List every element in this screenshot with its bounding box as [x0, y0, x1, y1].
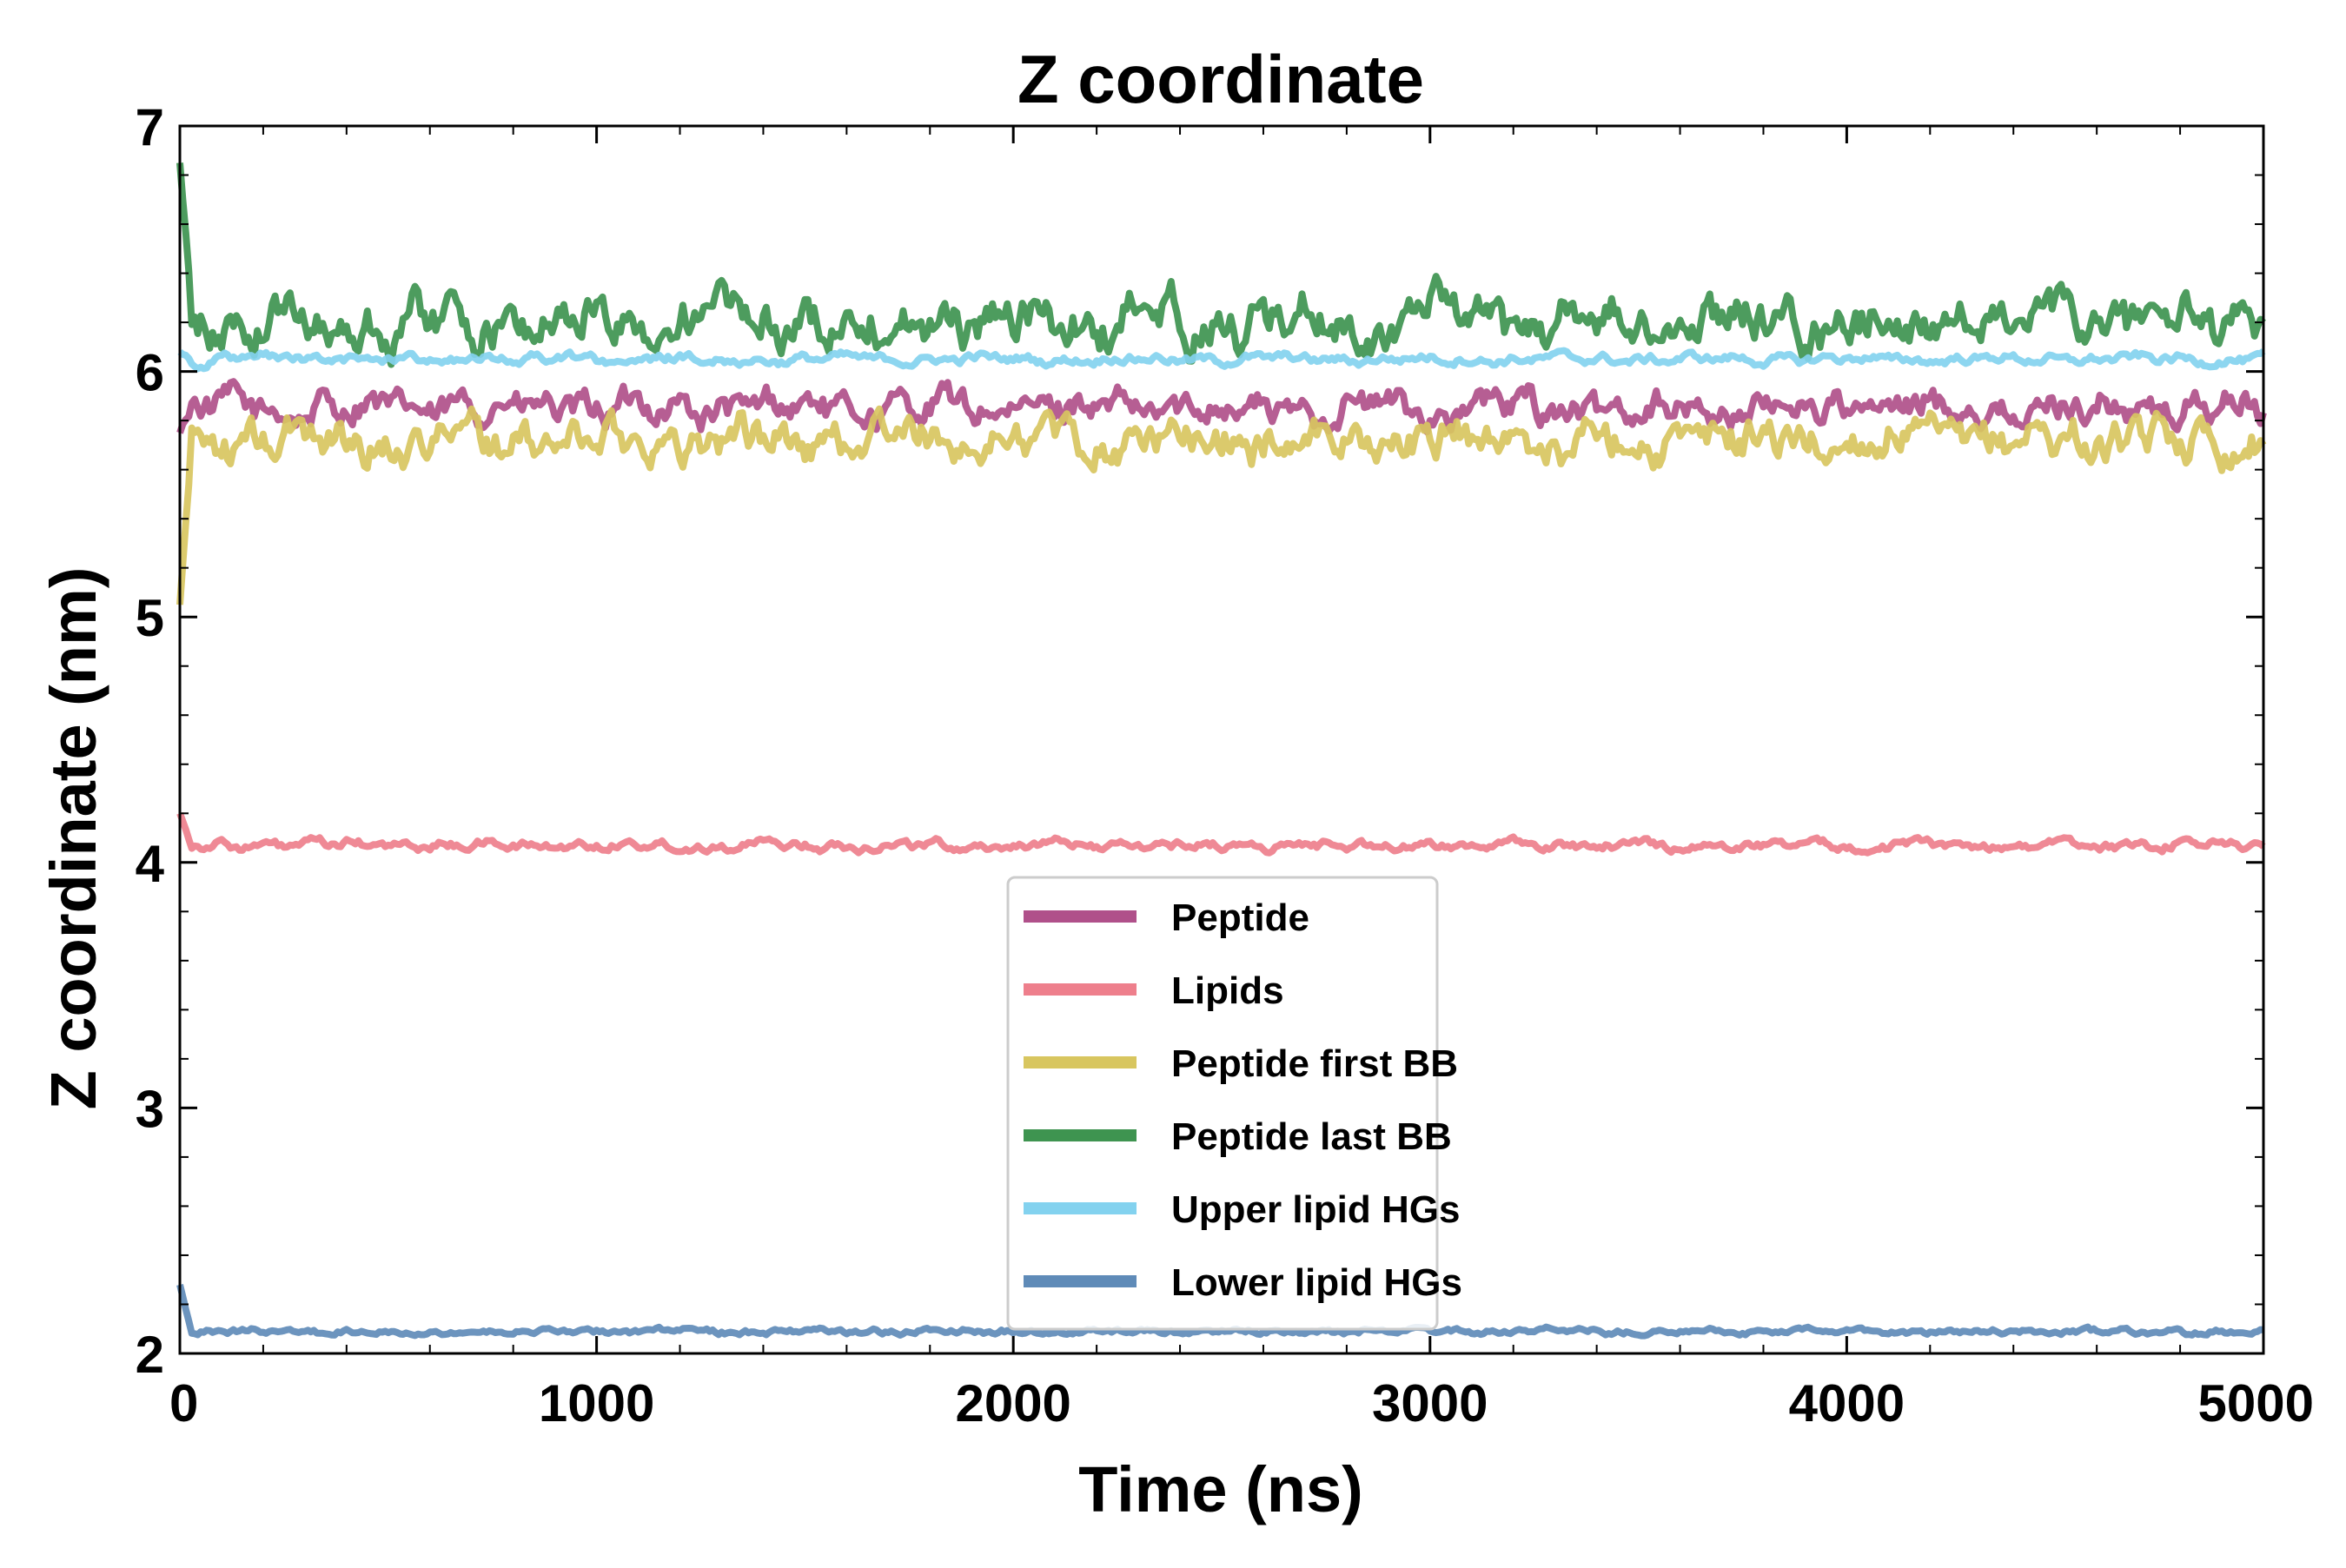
y-tick-label: 3 [136, 1080, 164, 1138]
x-tick-label: 5000 [2198, 1374, 2314, 1432]
y-tick-label: 2 [136, 1326, 164, 1384]
plot-frame [178, 124, 2265, 1355]
x-tick-label: 4000 [1789, 1374, 1905, 1432]
series-line-upper-lipid-hgs [177, 347, 2266, 373]
chart-title: Z coordinate [1017, 41, 1424, 117]
x-tick-label: 1000 [539, 1374, 654, 1432]
ticks-layer: 0 1000 2000 3000 4000 5000 2 3 4 5 6 7 [136, 98, 2314, 1432]
legend-label-peptide: Peptide [1171, 896, 1309, 939]
legend-label-lower-lipid-hgs: Lower lipid HGs [1171, 1261, 1462, 1304]
y-tick-label: 6 [136, 344, 164, 402]
y-tick-label: 5 [136, 589, 164, 647]
series-line-peptide [176, 378, 2267, 436]
legend-label-peptide-first-bb: Peptide first BB [1171, 1042, 1458, 1085]
x-tick-label: 3000 [1372, 1374, 1488, 1432]
x-tick-label: 0 [169, 1374, 198, 1432]
y-tick-label: 7 [136, 98, 164, 156]
legend-label-upper-lipid-hgs: Upper lipid HGs [1171, 1188, 1460, 1231]
y-axis-label: Z coordinate (nm) [37, 567, 109, 1110]
series-line-peptide-first-bb [176, 405, 2267, 605]
legend-label-peptide-last-bb: Peptide last BB [1171, 1115, 1452, 1158]
legend-label-lipids: Lipids [1171, 969, 1284, 1012]
series-line-peptide-last-bb [176, 162, 2266, 368]
legend: Peptide Lipids Peptide first BB Peptide las… [1006, 876, 1462, 1331]
x-axis-label: Time (ns) [1078, 1453, 1363, 1525]
series-line-lipids [176, 811, 2266, 857]
y-tick-label: 4 [136, 835, 165, 893]
x-tick-label: 2000 [955, 1374, 1070, 1432]
